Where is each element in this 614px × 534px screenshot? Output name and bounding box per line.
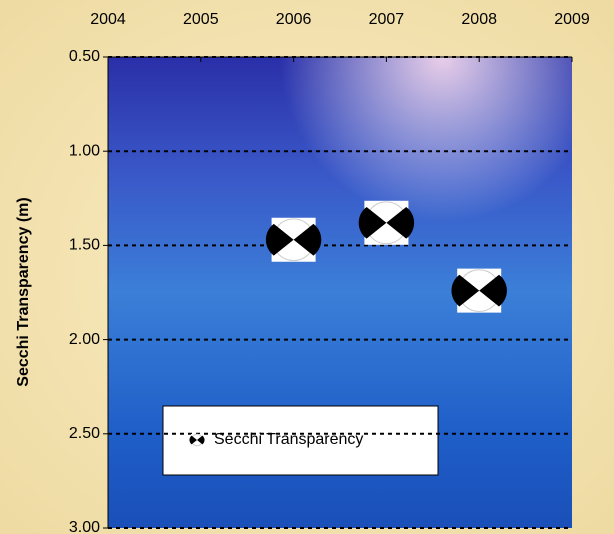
- x-tick-label: 2009: [554, 11, 590, 28]
- marker-bowtie: [451, 274, 507, 307]
- y-tick-label: 1.00: [69, 142, 100, 159]
- point: [451, 268, 507, 313]
- x-tick-label: 2006: [276, 11, 312, 28]
- x-tick-label: 2008: [461, 11, 497, 28]
- point: [358, 200, 415, 245]
- legend-box: [162, 405, 439, 476]
- y-tick-label: 0.50: [69, 48, 100, 65]
- y-tick-label: 1.50: [69, 237, 100, 254]
- x-tick-label: 2004: [90, 11, 126, 28]
- y-axis-label: Secchi Transparency (m): [15, 197, 32, 386]
- y-tick-label: 2.00: [69, 331, 100, 348]
- marker-bowtie: [358, 206, 415, 239]
- x-tick-label: 2007: [369, 11, 405, 28]
- legend-marker: [189, 433, 205, 447]
- marker-bowtie: [265, 223, 322, 256]
- y-tick-label: 3.00: [69, 519, 100, 534]
- x-tick-label: 2005: [183, 11, 219, 28]
- legend-label: Secchi Transparency: [214, 431, 363, 448]
- point: [265, 217, 322, 262]
- y-tick-label: 2.50: [69, 425, 100, 442]
- marker-bowtie: [189, 435, 205, 445]
